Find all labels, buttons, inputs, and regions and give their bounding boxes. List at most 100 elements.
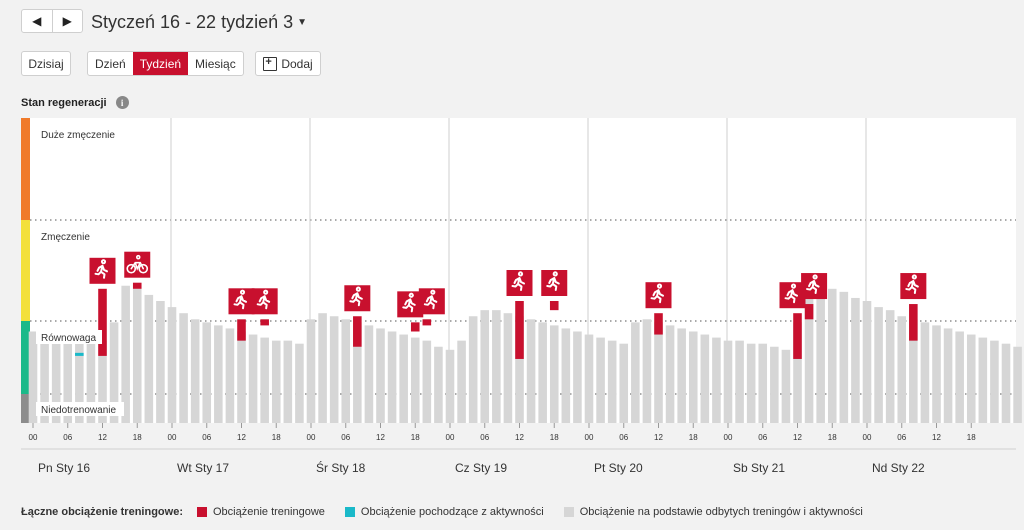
- hour-tick-label: 12: [793, 433, 802, 442]
- hour-tick-label: 06: [480, 433, 489, 442]
- hour-tick-label: 00: [29, 433, 38, 442]
- tab-month[interactable]: Miesiąc: [195, 56, 236, 71]
- total-load-bar: [758, 343, 768, 423]
- running-icon[interactable]: [645, 282, 672, 309]
- week-selector[interactable]: Styczeń 16 - 22 tydzień 3 ▼: [91, 12, 307, 33]
- legend: Łączne obciążenie treningowe: Obciążenie…: [21, 506, 883, 518]
- hour-tick-label: 18: [133, 433, 142, 442]
- total-load-bar: [179, 313, 188, 423]
- total-load-bar: [688, 331, 698, 423]
- total-load-bar: [109, 322, 119, 423]
- bars: [28, 282, 1022, 423]
- running-icon[interactable]: [801, 273, 828, 300]
- total-load-bar: [410, 337, 420, 423]
- zone-labels: Duże zmęczenie Zmęczenie Równowaga Niedo…: [36, 127, 126, 416]
- total-load-bar: [468, 316, 478, 423]
- running-icon[interactable]: [418, 288, 445, 315]
- training-load-bar[interactable]: [237, 319, 246, 341]
- day-label: Pt Sty 20: [594, 461, 643, 475]
- total-load-bar: [248, 334, 258, 423]
- total-load-bar: [943, 328, 953, 423]
- running-icon[interactable]: [228, 288, 255, 315]
- training-load-bar[interactable]: [132, 282, 142, 289]
- running-icon[interactable]: [251, 288, 278, 315]
- total-load-bar: [654, 322, 663, 423]
- running-icon[interactable]: [89, 257, 116, 284]
- training-load-bar[interactable]: [909, 304, 918, 341]
- training-load-bar[interactable]: [98, 288, 107, 356]
- next-week-button[interactable]: ▶: [51, 10, 83, 32]
- total-load-bar: [746, 343, 756, 423]
- hour-tick-label: 18: [828, 433, 837, 442]
- total-load-bar: [816, 285, 825, 423]
- tab-day[interactable]: Dzień: [95, 56, 126, 71]
- zone-label-high: Duże zmęczenie: [36, 127, 126, 141]
- hour-tick-label: 18: [550, 433, 559, 442]
- legend-swatch-activity: [344, 507, 355, 517]
- running-icon[interactable]: [344, 285, 371, 312]
- previous-week-button[interactable]: ◀: [22, 10, 52, 32]
- training-load-bar[interactable]: [654, 313, 663, 335]
- tab-week[interactable]: Tydzień: [132, 52, 189, 75]
- zone-label-low: Niedotrenowanie: [36, 402, 124, 416]
- day-label: Wt Sty 17: [177, 461, 229, 475]
- week-navigation: ◀ ▶: [21, 9, 83, 33]
- hour-tick-label: 18: [411, 433, 420, 442]
- today-button[interactable]: Dzisiaj: [21, 51, 71, 76]
- total-load-bar: [422, 340, 432, 423]
- total-load-bar: [445, 349, 455, 423]
- total-load-bar: [306, 319, 316, 423]
- total-load-bar: [700, 334, 710, 423]
- running-icon[interactable]: [506, 270, 533, 296]
- total-load-bar: [966, 334, 976, 423]
- total-load-bar: [260, 337, 269, 423]
- info-icon[interactable]: i: [115, 96, 129, 109]
- total-load-bar: [399, 334, 408, 423]
- running-icon[interactable]: [541, 270, 568, 296]
- hour-ticks: 00 06 12 18 00 06 12 18 00 06 12 18 00 06 12 18 00 06 12 18…: [29, 423, 976, 442]
- total-load-bar: [561, 328, 571, 423]
- hour-tick-label: 18: [967, 433, 976, 442]
- triangle-left-icon: ◀: [32, 14, 42, 28]
- total-load-bar: [144, 294, 154, 423]
- training-load-bar[interactable]: [260, 319, 269, 326]
- hour-tick-label: 00: [307, 433, 316, 442]
- cycling-icon[interactable]: [124, 251, 151, 278]
- legend-label-training: Obciążenie treningowe: [212, 506, 325, 518]
- hour-tick-label: 00: [863, 433, 872, 442]
- total-load-bar: [827, 288, 837, 423]
- training-load-bar[interactable]: [410, 322, 420, 332]
- training-load-bar[interactable]: [549, 301, 559, 311]
- total-load-bar: [364, 325, 374, 423]
- total-load-bar: [387, 331, 397, 423]
- legend-item-training: Obciążenie treningowe: [196, 506, 325, 518]
- total-load-bar: [434, 346, 443, 423]
- training-load-bar[interactable]: [515, 301, 524, 359]
- training-load-bar[interactable]: [804, 304, 814, 320]
- day-label: Śr Sty 18: [316, 460, 366, 475]
- total-load-bar: [874, 307, 883, 423]
- section-title: Stan regeneracji i: [21, 96, 129, 109]
- training-load-bar[interactable]: [422, 319, 432, 326]
- running-icon[interactable]: [900, 273, 927, 300]
- svg-text:Niedotrenowanie: Niedotrenowanie: [41, 405, 116, 416]
- zone-label-balance: Równowaga: [36, 330, 102, 344]
- day-label: Nd Sty 22: [872, 461, 925, 475]
- hour-tick-label: 00: [168, 433, 177, 442]
- training-load-bar[interactable]: [353, 316, 362, 347]
- total-load-bar: [457, 340, 466, 423]
- total-load-bar: [584, 334, 594, 423]
- hour-tick-label: 12: [237, 433, 246, 442]
- total-load-bar: [677, 328, 686, 423]
- view-switcher: Dzień Tydzień Miesiąc: [87, 51, 244, 76]
- total-load-bar: [1001, 343, 1011, 423]
- training-load-bar[interactable]: [793, 313, 802, 359]
- total-load-bar: [492, 310, 501, 423]
- svg-text:Równowaga: Równowaga: [41, 333, 96, 344]
- total-load-bar: [978, 337, 988, 423]
- total-load-bar: [51, 337, 61, 423]
- add-button[interactable]: Dodaj: [255, 51, 321, 76]
- total-load-bar: [283, 340, 293, 423]
- total-load-bar: [190, 319, 200, 423]
- legend-swatch-training: [196, 507, 207, 517]
